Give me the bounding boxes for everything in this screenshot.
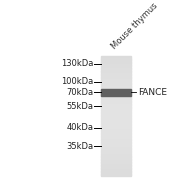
Bar: [101, 97, 131, 99]
Bar: [101, 64, 131, 66]
Bar: [101, 112, 131, 113]
Text: 70kDa: 70kDa: [66, 88, 94, 97]
Bar: [101, 139, 131, 140]
Bar: [101, 141, 131, 143]
Bar: [101, 62, 131, 64]
Bar: [101, 86, 131, 88]
Text: 40kDa: 40kDa: [67, 123, 94, 132]
Bar: [101, 134, 131, 136]
Bar: [101, 130, 131, 131]
Text: 130kDa: 130kDa: [61, 59, 94, 68]
Text: 35kDa: 35kDa: [66, 141, 94, 150]
Bar: [101, 89, 131, 96]
Bar: [101, 92, 131, 94]
Bar: [101, 88, 131, 90]
Bar: [101, 67, 131, 69]
Bar: [101, 164, 131, 166]
Bar: [101, 150, 131, 152]
Bar: [101, 68, 131, 70]
Bar: [101, 118, 131, 120]
Bar: [101, 149, 131, 151]
Bar: [101, 140, 131, 142]
Bar: [101, 79, 131, 81]
Bar: [101, 83, 131, 85]
Text: Mouse thymus: Mouse thymus: [109, 1, 159, 51]
Bar: [101, 71, 131, 73]
Bar: [101, 154, 131, 155]
Bar: [101, 59, 131, 61]
Bar: [101, 58, 131, 60]
Bar: [101, 156, 131, 158]
Bar: [101, 77, 131, 79]
Text: 100kDa: 100kDa: [61, 77, 94, 86]
Bar: [101, 57, 131, 58]
Bar: [101, 137, 131, 139]
Bar: [101, 121, 131, 122]
Bar: [101, 145, 131, 146]
Bar: [101, 128, 131, 130]
Bar: [101, 80, 131, 82]
Bar: [101, 89, 131, 91]
Text: FANCE: FANCE: [138, 88, 167, 97]
Bar: [101, 173, 131, 175]
Bar: [101, 61, 131, 63]
Bar: [101, 115, 131, 116]
Bar: [101, 104, 131, 106]
Bar: [101, 82, 131, 84]
Bar: [101, 136, 131, 137]
Bar: [101, 73, 131, 75]
Bar: [101, 74, 131, 76]
Bar: [101, 131, 131, 133]
Bar: [101, 113, 131, 115]
Bar: [101, 109, 131, 111]
Bar: [101, 110, 131, 112]
Bar: [101, 103, 131, 105]
Bar: [101, 148, 131, 149]
Bar: [101, 66, 131, 67]
Bar: [101, 116, 131, 118]
Bar: [101, 122, 131, 124]
Bar: [101, 165, 131, 167]
Bar: [101, 143, 131, 145]
Bar: [101, 70, 131, 72]
Bar: [101, 146, 131, 148]
Bar: [101, 76, 131, 78]
Bar: [101, 98, 131, 100]
Bar: [101, 124, 131, 125]
Text: 55kDa: 55kDa: [67, 102, 94, 111]
Bar: [101, 85, 131, 87]
Bar: [101, 161, 131, 163]
Bar: [101, 152, 131, 154]
Bar: [101, 159, 131, 161]
Bar: [101, 106, 131, 107]
Bar: [101, 100, 131, 102]
Bar: [101, 158, 131, 160]
Bar: [101, 91, 131, 93]
Bar: [101, 171, 131, 173]
Bar: [101, 155, 131, 157]
Bar: [101, 107, 131, 109]
Bar: [101, 94, 131, 96]
Bar: [101, 174, 131, 176]
Bar: [101, 168, 131, 170]
Bar: [101, 167, 131, 169]
Bar: [101, 95, 131, 97]
Bar: [101, 127, 131, 128]
Bar: [101, 125, 131, 127]
Bar: [101, 101, 131, 103]
Bar: [101, 119, 131, 121]
Bar: [101, 170, 131, 172]
Bar: [101, 163, 131, 164]
Bar: [101, 133, 131, 134]
